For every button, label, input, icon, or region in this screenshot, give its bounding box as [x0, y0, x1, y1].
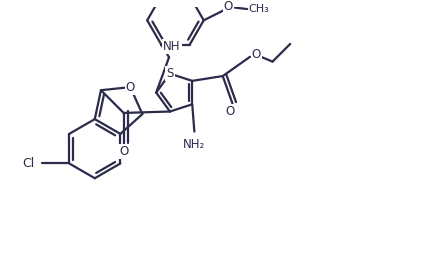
Text: O: O	[226, 105, 235, 118]
Text: O: O	[224, 1, 233, 14]
Text: NH: NH	[163, 40, 181, 53]
Text: Cl: Cl	[22, 157, 34, 170]
Text: NH₂: NH₂	[183, 138, 205, 151]
Text: S: S	[166, 67, 173, 80]
Text: O: O	[252, 48, 261, 61]
Text: CH₃: CH₃	[249, 4, 269, 14]
Text: O: O	[126, 81, 135, 94]
Text: O: O	[119, 145, 128, 158]
